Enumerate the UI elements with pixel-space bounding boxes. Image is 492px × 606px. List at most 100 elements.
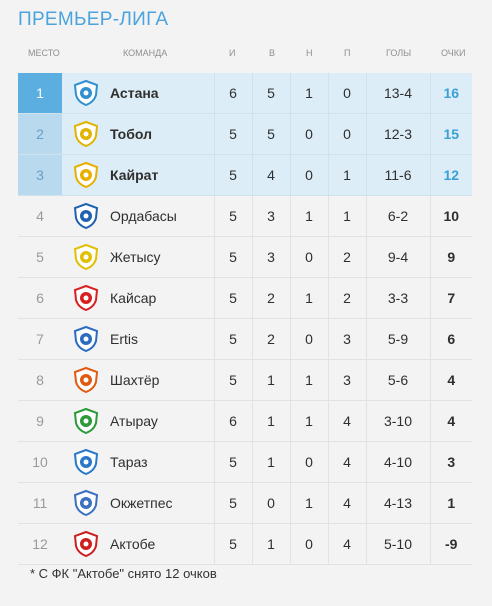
place-cell: 9: [18, 400, 62, 442]
points-cell: 15: [429, 113, 472, 155]
goals-cell: 4-13: [365, 482, 430, 524]
games-cell: 5: [213, 277, 252, 319]
points-cell: 4: [429, 400, 472, 442]
losses-cell: 2: [327, 236, 366, 278]
place-cell: 10: [18, 441, 62, 483]
draws-cell: 0: [289, 113, 328, 155]
crest-cell: [62, 523, 110, 565]
draws-cell: 1: [289, 482, 328, 524]
draws-cell: 1: [289, 195, 328, 237]
place-cell: 1: [18, 73, 62, 114]
tobol-crest-icon: [73, 120, 99, 148]
team-name[interactable]: Ertis: [110, 318, 214, 360]
goals-cell: 13-4: [365, 73, 430, 114]
team-name[interactable]: Тараз: [110, 441, 214, 483]
points-cell: 16: [429, 73, 472, 114]
draws-cell: 0: [289, 154, 328, 196]
crest-cell: [62, 318, 110, 360]
table-row[interactable]: 8 Шахтёр 5 1 1 3 5-6 4: [18, 359, 472, 401]
place-cell: 3: [18, 154, 62, 196]
games-cell: 5: [213, 441, 252, 483]
goals-cell: 11-6: [365, 154, 430, 196]
team-name[interactable]: Атырау: [110, 400, 214, 442]
place-cell: 6: [18, 277, 62, 319]
crest-cell: [62, 277, 110, 319]
draws-cell: 0: [289, 441, 328, 483]
table-row[interactable]: 10 Тараз 5 1 0 4 4-10 3: [18, 441, 472, 483]
table-row[interactable]: 7 Ertis 5 2 0 3 5-9 6: [18, 318, 472, 360]
games-cell: 5: [213, 523, 252, 565]
table-row[interactable]: 3 Кайрат 5 4 0 1 11-6 12: [18, 154, 472, 196]
crest-cell: [62, 400, 110, 442]
table-row[interactable]: 6 Кайсар 5 2 1 2 3-3 7: [18, 277, 472, 319]
team-name[interactable]: Актобе: [110, 523, 214, 565]
table-row[interactable]: 2 Тобол 5 5 0 0 12-3 15: [18, 113, 472, 155]
games-cell: 5: [213, 359, 252, 401]
losses-cell: 3: [327, 359, 366, 401]
table-row[interactable]: 4 Ордабасы 5 3 1 1 6-2 10: [18, 195, 472, 237]
draws-cell: 0: [289, 236, 328, 278]
goals-cell: 12-3: [365, 113, 430, 155]
crest-cell: [62, 359, 110, 401]
place-cell: 7: [18, 318, 62, 360]
wins-cell: 4: [251, 154, 290, 196]
draws-cell: 0: [289, 523, 328, 565]
team-name[interactable]: Ордабасы: [110, 195, 214, 237]
wins-cell: 1: [251, 523, 290, 565]
losses-cell: 0: [327, 113, 366, 155]
team-name[interactable]: Кайрат: [110, 154, 214, 196]
goals-cell: 3-3: [365, 277, 430, 319]
header-wins: В: [269, 48, 276, 58]
goals-cell: 3-10: [365, 400, 430, 442]
losses-cell: 0: [327, 73, 366, 114]
points-cell: 7: [429, 277, 472, 319]
team-name[interactable]: Тобол: [110, 113, 214, 155]
losses-cell: 4: [327, 441, 366, 483]
shakhter-crest-icon: [73, 366, 99, 394]
losses-cell: 4: [327, 400, 366, 442]
header-losses: П: [344, 48, 351, 58]
crest-cell: [62, 482, 110, 524]
wins-cell: 5: [251, 113, 290, 155]
games-cell: 5: [213, 482, 252, 524]
wins-cell: 1: [251, 359, 290, 401]
team-name[interactable]: Кайсар: [110, 277, 214, 319]
place-cell: 2: [18, 113, 62, 155]
goals-cell: 5-6: [365, 359, 430, 401]
games-cell: 5: [213, 236, 252, 278]
draws-cell: 1: [289, 400, 328, 442]
table-row[interactable]: 12 Актобе 5 1 0 4 5-10 -9: [18, 523, 472, 565]
wins-cell: 5: [251, 73, 290, 114]
place-cell: 11: [18, 482, 62, 524]
points-cell: -9: [429, 523, 472, 565]
games-cell: 5: [213, 154, 252, 196]
table-row[interactable]: 9 Атырау 6 1 1 4 3-10 4: [18, 400, 472, 442]
crest-cell: [62, 73, 110, 114]
team-name[interactable]: Шахтёр: [110, 359, 214, 401]
table-row[interactable]: 1 Астана 6 5 1 0 13-4 16: [18, 73, 472, 114]
team-name[interactable]: Астана: [110, 73, 214, 114]
points-cell: 10: [429, 195, 472, 237]
goals-cell: 9-4: [365, 236, 430, 278]
place-cell: 5: [18, 236, 62, 278]
wins-cell: 2: [251, 318, 290, 360]
place-cell: 4: [18, 195, 62, 237]
table-row[interactable]: 11 Окжетпес 5 0 1 4 4-13 1: [18, 482, 472, 524]
points-cell: 6: [429, 318, 472, 360]
header-goals: ГОЛЫ: [386, 48, 412, 58]
table-row[interactable]: 5 Жетысу 5 3 0 2 9-4 9: [18, 236, 472, 278]
draws-cell: 1: [289, 359, 328, 401]
astana-crest-icon: [73, 79, 99, 107]
team-name[interactable]: Жетысу: [110, 236, 214, 278]
header-points: ОЧКИ: [441, 48, 466, 58]
team-name[interactable]: Окжетпес: [110, 482, 214, 524]
table-header: МЕСТО КОМАНДА И В Н П ГОЛЫ ОЧКИ: [18, 48, 472, 62]
wins-cell: 2: [251, 277, 290, 319]
crest-cell: [62, 441, 110, 483]
place-cell: 8: [18, 359, 62, 401]
wins-cell: 1: [251, 441, 290, 483]
atyrau-crest-icon: [73, 407, 99, 435]
wins-cell: 1: [251, 400, 290, 442]
draws-cell: 0: [289, 318, 328, 360]
goals-cell: 5-10: [365, 523, 430, 565]
